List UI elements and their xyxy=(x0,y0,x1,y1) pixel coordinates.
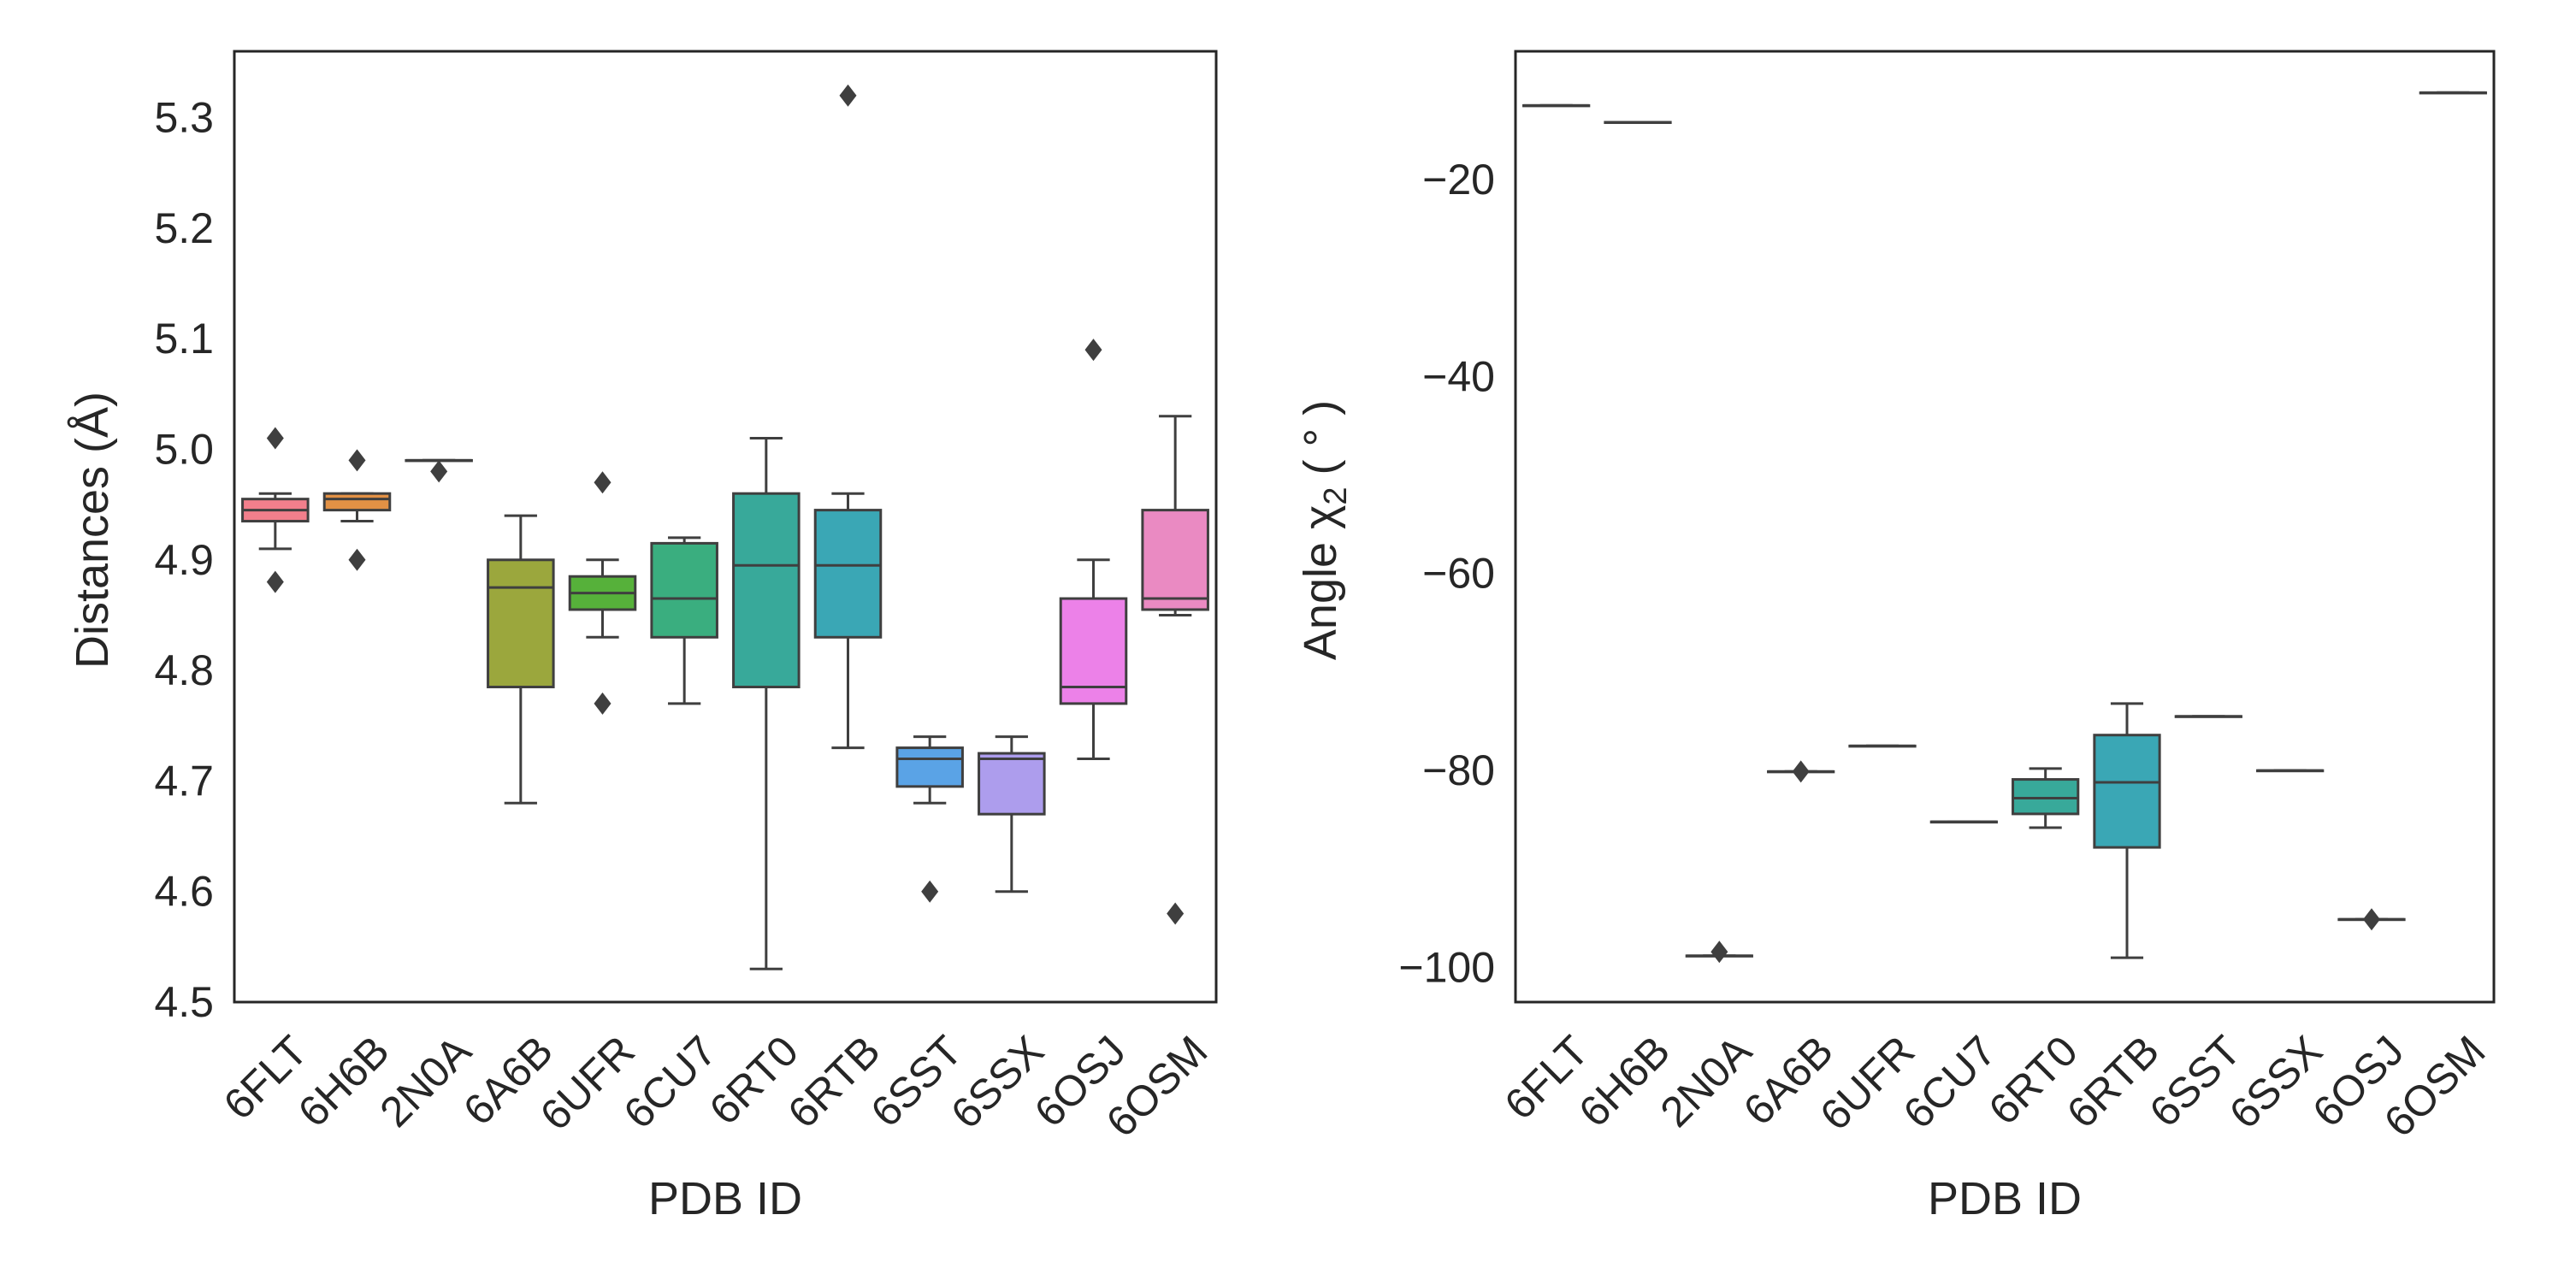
box-6rt0 xyxy=(2012,767,2080,829)
box-6osm xyxy=(1141,415,1209,925)
x-tick-label: 6H6B xyxy=(1569,1027,1679,1136)
y-tick-label: 5.0 xyxy=(154,425,214,473)
distances-boxplot: 4.5 4.6 4.7 4.8 4.9 5.0 5.1 5.2 5.3 6FLT6H6B2N0A… xyxy=(67,50,1218,1224)
outlier-point xyxy=(1167,902,1185,925)
x-tick-labels: 6FLT6H6B2N0A6A6B6UFR6CU76RT06RTB6SST6SSX… xyxy=(1495,1026,2494,1146)
y-tick-label: −40 xyxy=(1422,352,1495,400)
box-series xyxy=(241,84,1209,970)
y-tick-label: 4.8 xyxy=(154,646,214,694)
box-6a6b xyxy=(487,514,555,805)
iqr-box xyxy=(2093,734,2161,849)
y-tick-label: 4.9 xyxy=(154,536,214,584)
y-tick-label: 4.6 xyxy=(154,868,214,916)
plot-frame xyxy=(233,50,1218,1004)
box-6rtb xyxy=(813,84,883,750)
box-6osj xyxy=(2337,908,2406,931)
iqr-box xyxy=(1141,509,1209,611)
y-axis-label-unit: ( ° ) xyxy=(1295,400,1346,475)
y-tick-labels: −100 −80 −60 −40 −20 xyxy=(1398,156,1495,992)
x-tick-label: 6SST xyxy=(861,1027,971,1136)
y-tick-labels: 4.5 4.6 4.7 4.8 4.9 5.0 5.1 5.2 5.3 xyxy=(154,94,214,1026)
x-tick-label: 6SSX xyxy=(2220,1027,2331,1138)
iqr-box xyxy=(322,492,392,512)
x-tick-label: 6CU7 xyxy=(614,1027,725,1138)
outlier-point xyxy=(430,460,448,483)
box-6ssx xyxy=(2256,769,2325,773)
x-tick-label: 6UFR xyxy=(1811,1027,1923,1140)
outlier-point xyxy=(1792,760,1810,783)
outlier-point xyxy=(2363,908,2380,931)
y-axis-label: Distances (Å) xyxy=(67,392,118,669)
x-tick-label: 6CU7 xyxy=(1894,1027,2006,1138)
box-6ssx xyxy=(978,735,1046,893)
x-tick-label: 6RTB xyxy=(778,1027,889,1137)
y-tick-label: 5.3 xyxy=(154,94,214,142)
outlier-point xyxy=(594,692,612,715)
box-6cu7 xyxy=(650,536,718,705)
x-tick-label: 6UFR xyxy=(531,1027,644,1140)
box-6h6b xyxy=(1604,121,1672,124)
y-axis-label: Angle χ2 ( ° ) xyxy=(1295,400,1354,660)
angle-boxplot: −100 −80 −60 −40 −20 6FLT6H6B2N0A6A6B6UFR6CU… xyxy=(1295,50,2496,1224)
iqr-box xyxy=(732,492,801,688)
x-tick-label: 6RT0 xyxy=(1980,1027,2087,1134)
y-tick-label: 5.1 xyxy=(154,315,214,363)
box-6a6b xyxy=(1767,760,1835,783)
y-tick-label: 5.2 xyxy=(154,204,214,252)
iqr-box xyxy=(895,746,964,788)
x-axis-label: PDB ID xyxy=(648,1173,802,1224)
box-6sst xyxy=(895,735,964,903)
outlier-point xyxy=(594,471,612,494)
outlier-point xyxy=(348,449,366,472)
iqr-box xyxy=(978,752,1046,816)
y-tick-label: 4.7 xyxy=(154,757,214,805)
x-tick-label: 2N0A xyxy=(370,1026,480,1135)
x-tick-label: 6H6B xyxy=(289,1027,399,1136)
x-tick-label: 6RT0 xyxy=(700,1027,807,1134)
outlier-point xyxy=(266,427,284,450)
y-tick-label: 4.5 xyxy=(154,978,214,1026)
box-series xyxy=(1522,91,2487,964)
x-tick-label: 6RTB xyxy=(2058,1027,2168,1137)
box-6flt xyxy=(241,427,310,593)
box-6osj xyxy=(1059,339,1128,761)
box-6flt xyxy=(1522,103,1591,108)
y-axis-label-main: Angle χ xyxy=(1295,505,1346,660)
outlier-point xyxy=(266,570,284,593)
outlier-point xyxy=(1710,941,1728,964)
y-tick-label: −100 xyxy=(1398,944,1495,992)
box-6ufr xyxy=(568,471,637,715)
x-axis-label: PDB ID xyxy=(1928,1173,2082,1224)
y-tick-label: −60 xyxy=(1422,550,1495,598)
iqr-box xyxy=(813,509,883,639)
y-axis-label-subscript: 2 xyxy=(1318,487,1354,504)
box-6cu7 xyxy=(1929,820,1998,824)
box-6rtb xyxy=(2093,702,2161,959)
box-6rt0 xyxy=(732,437,801,970)
box-6osm xyxy=(2419,91,2487,95)
plot-frame xyxy=(1514,50,2496,1004)
box-2n0a xyxy=(1685,941,1753,964)
outlier-point xyxy=(921,880,939,903)
outlier-point xyxy=(348,548,366,571)
y-tick-label: −20 xyxy=(1422,156,1495,203)
x-tick-label: 2N0A xyxy=(1651,1026,1761,1135)
box-6h6b xyxy=(322,449,392,571)
iqr-box xyxy=(487,558,555,688)
outlier-point xyxy=(1084,339,1102,362)
outlier-point xyxy=(839,84,857,107)
iqr-box xyxy=(2012,778,2080,816)
iqr-box xyxy=(650,541,718,639)
x-tick-label: 6SSX xyxy=(942,1027,1053,1138)
x-tick-labels: 6FLT6H6B2N0A6A6B6UFR6CU76RT06RTB6SST6SSX… xyxy=(215,1026,1217,1146)
y-tick-label: −80 xyxy=(1422,746,1495,794)
x-tick-label: 6SST xyxy=(2141,1027,2250,1136)
box-2n0a xyxy=(405,458,473,483)
